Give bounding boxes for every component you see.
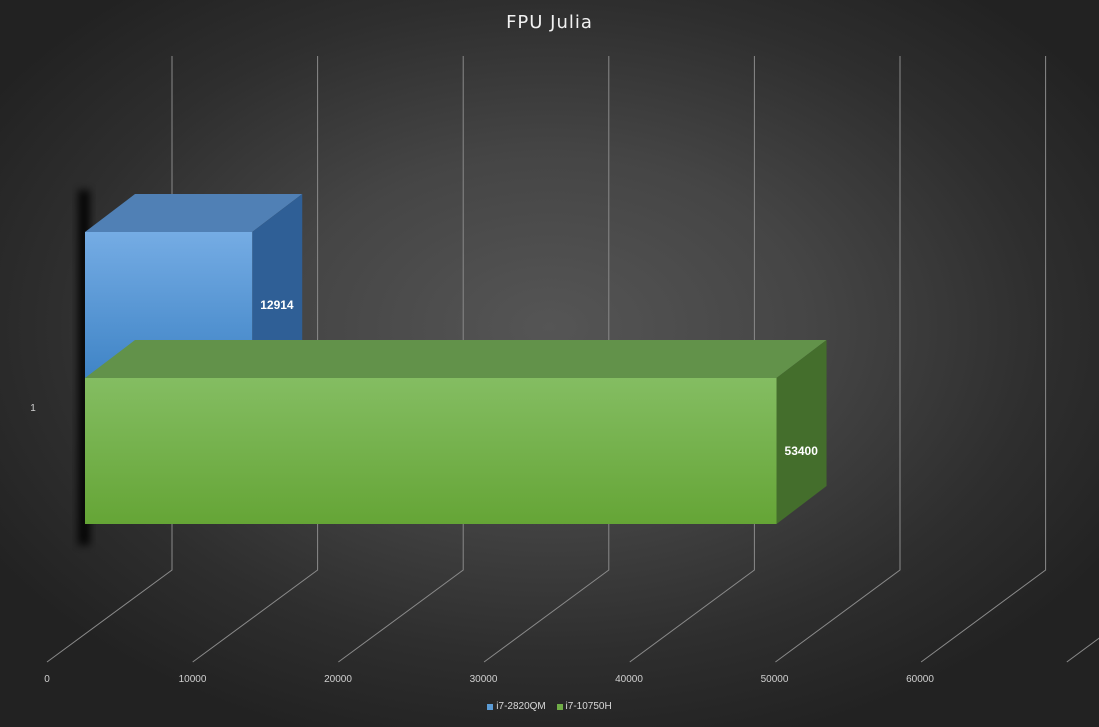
category-label: 1 — [30, 403, 36, 414]
x-tick-label: 0 — [44, 674, 50, 685]
gridline — [338, 56, 464, 663]
data-label-i7-10750h: 53400 — [785, 444, 819, 458]
gridline — [483, 56, 610, 663]
legend-label-i7-10750h: i7-10750H — [565, 701, 612, 712]
x-tick-label: 20000 — [324, 674, 352, 685]
legend-swatch-i7-2820qm — [487, 703, 494, 710]
legend-swatch-i7-10750h — [556, 703, 563, 710]
legend-item-i7-10750h: i7-10750H — [556, 701, 612, 712]
legend: i7-2820QM i7-10750H — [0, 701, 1099, 712]
bar-top-i7-2820qm — [85, 194, 303, 232]
chart-title: FPU Julia — [506, 12, 593, 33]
gridline — [920, 56, 1047, 663]
gridline — [1066, 637, 1099, 663]
x-tick-label: 40000 — [615, 674, 643, 685]
bar-i7-10750h — [85, 378, 777, 524]
bar-side-i7-10750h — [776, 340, 827, 524]
x-tick-label: 60000 — [906, 674, 934, 685]
x-tick-label: 10000 — [179, 674, 207, 685]
gridline — [629, 56, 755, 663]
legend-label-i7-2820qm: i7-2820QM — [496, 701, 546, 712]
x-tick-label: 30000 — [470, 674, 498, 685]
gridline — [775, 56, 901, 663]
bar-top-i7-10750h — [85, 340, 827, 378]
x-tick-label: 50000 — [761, 674, 789, 685]
gridline — [192, 56, 319, 663]
data-label-i7-2820qm: 12914 — [260, 298, 294, 312]
legend-item-i7-2820qm: i7-2820QM — [487, 701, 546, 712]
bar-side-i7-2820qm — [252, 194, 303, 378]
